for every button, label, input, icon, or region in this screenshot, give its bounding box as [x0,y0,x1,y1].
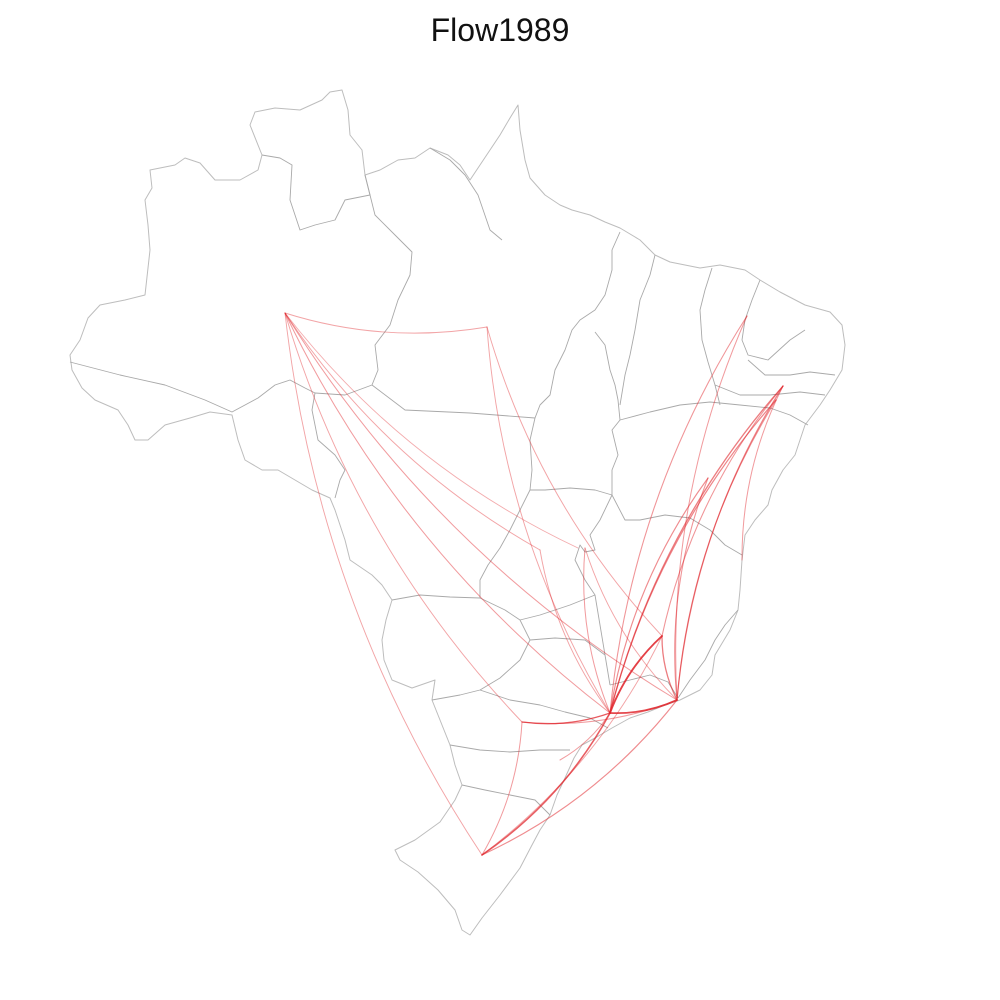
flow-line-14 [741,385,784,561]
flow-line-32 [676,399,777,701]
flow-line-20 [609,635,663,714]
flow-line-28 [521,699,678,725]
map-title: Flow1989 [430,12,570,48]
flow-line-1 [284,312,611,714]
border-rondonia-mt [311,392,346,499]
border-ms-pr [431,639,531,701]
border-mg-rj-es [677,609,739,699]
flow-line-5 [284,312,541,551]
border-bahia-north [619,401,809,426]
border-sc-rs [461,784,551,816]
border-amazonas-acre-rondonia [69,361,536,419]
flow-line-18 [584,547,678,701]
flow-line-9 [609,315,748,714]
flow-line-30 [521,712,611,725]
flow-line-3 [284,312,483,856]
flow-line-21 [609,699,678,715]
flow-line-19 [539,549,611,714]
border-mt-ms [391,594,596,621]
flow-line-22 [661,635,678,701]
flow-line-13 [661,385,784,637]
border-bahia-west [611,494,743,556]
border-mt-go [479,489,531,598]
flow-line-16 [674,477,709,701]
flow-line-2 [284,312,678,701]
border-amazonas-para [261,154,371,231]
border-tocantins [529,331,621,496]
flow-line-31 [609,399,777,714]
border-piaui-ceara [699,267,721,406]
flow-line-26 [481,635,663,856]
flow-line-27 [521,712,611,725]
border-pr-sc [449,744,570,753]
border-ms-sp [519,619,606,656]
flow-line-8 [486,326,663,637]
border-pr-sp [479,689,609,729]
border-roraima [364,174,413,386]
flow-line-15 [609,477,709,714]
border-pb-pe [747,359,836,376]
flow-lines [284,312,784,856]
flow-line-12 [676,385,784,701]
flow-line-10 [675,315,748,701]
flow-line-6 [284,312,579,549]
flow-line-17 [583,547,611,714]
flow-line-7 [486,326,611,714]
border-maranhao-piaui [619,254,656,406]
border-para-mt [534,231,621,419]
border-ceara-rn [741,279,806,361]
flow-line-29 [559,712,611,761]
flow-line-25 [481,721,523,856]
flow-line-23 [481,712,611,856]
country-outline [69,89,846,936]
flow-line-0 [284,312,488,334]
border-amapa [429,147,503,241]
flow-line-24 [481,699,678,856]
state-borders [69,89,846,936]
border-go-mg [574,494,613,686]
flow-line-4 [284,312,523,723]
border-pe-al [714,384,826,396]
